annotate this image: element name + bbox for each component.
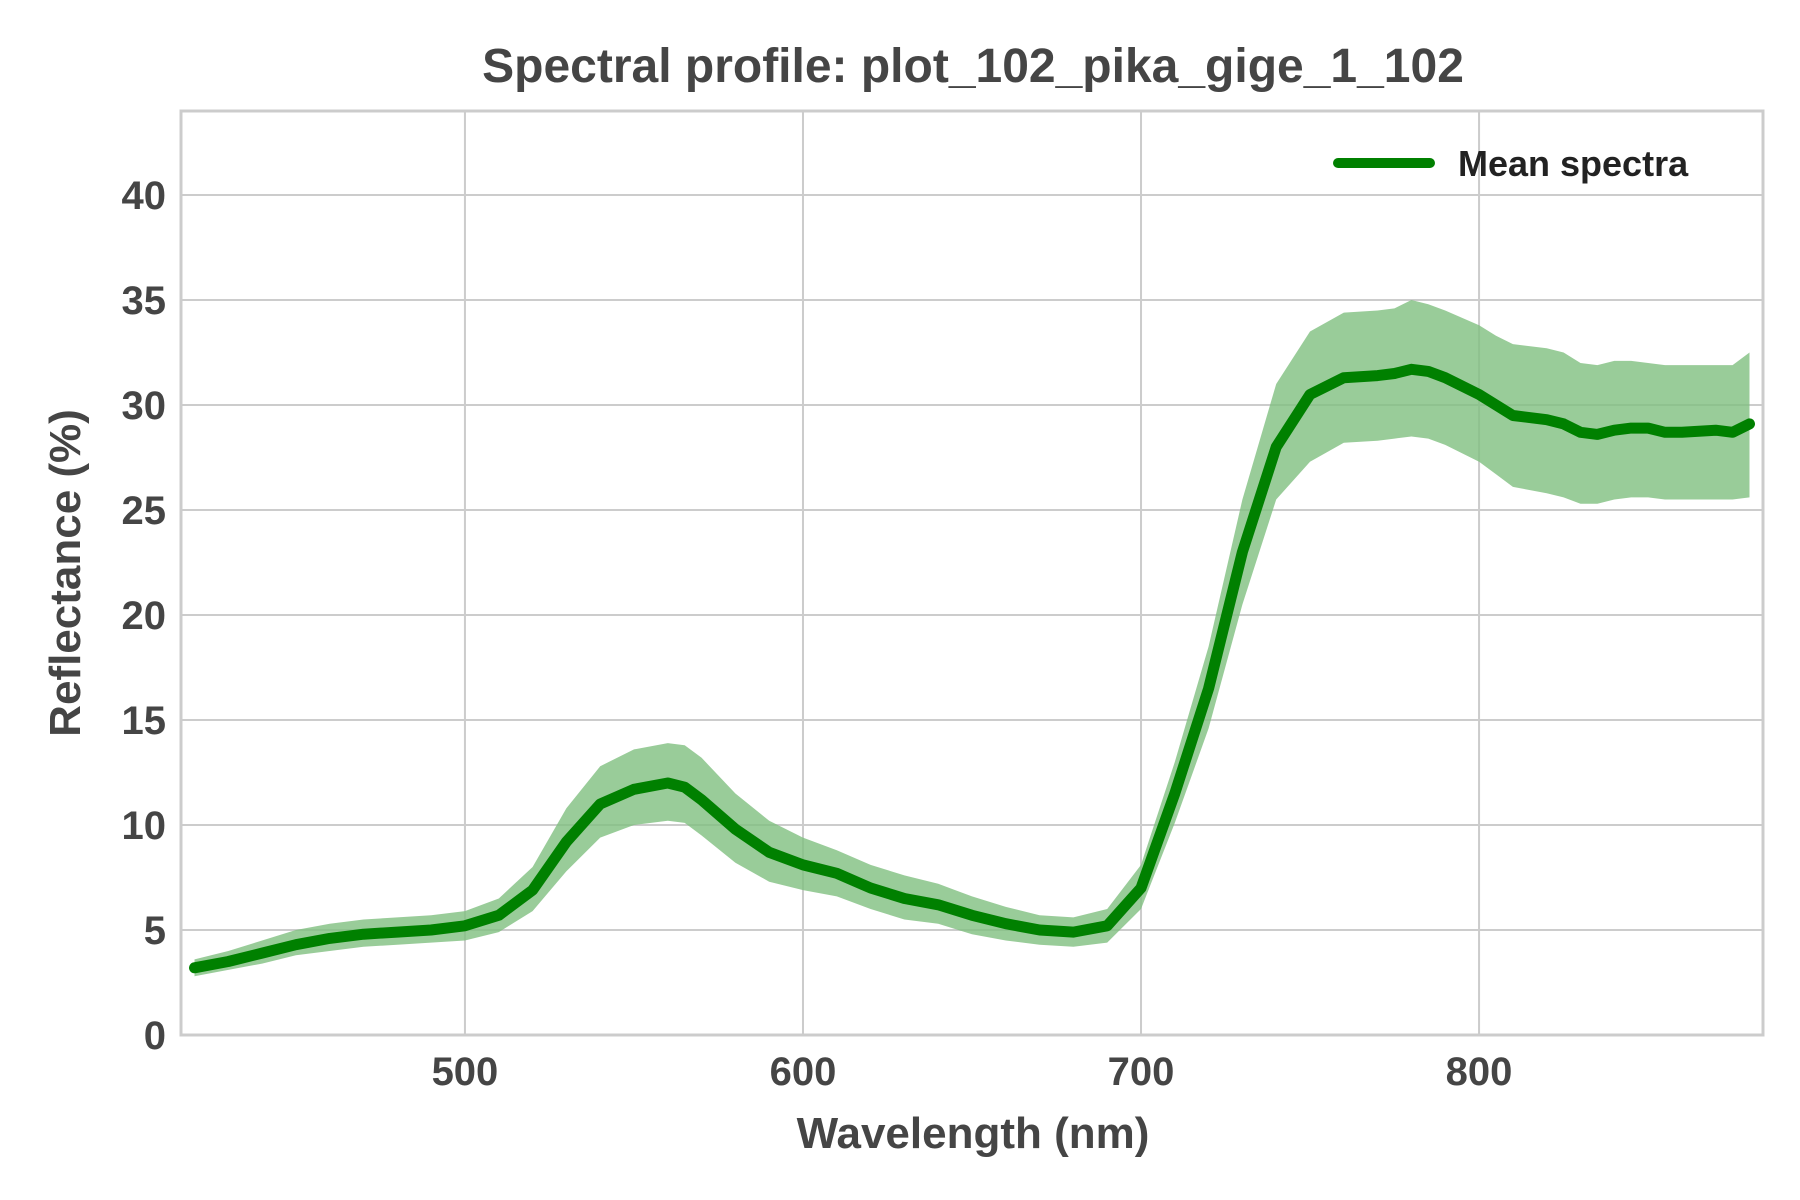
chart-title: Spectral profile: plot_102_pika_gige_1_1… [482, 40, 1464, 93]
y-tick-label: 15 [122, 699, 167, 743]
y-tick-label: 10 [122, 804, 167, 848]
confidence-band-group [194, 300, 1750, 977]
y-tick-label: 0 [144, 1014, 166, 1058]
x-ticks: 500 600 700 800 [432, 1050, 1513, 1094]
x-tick-label: 800 [1446, 1050, 1513, 1094]
x-tick-label: 700 [1108, 1050, 1175, 1094]
std-band [194, 300, 1750, 977]
y-tick-label: 30 [122, 384, 167, 428]
x-tick-label: 600 [770, 1050, 837, 1094]
y-tick-label: 25 [122, 489, 167, 533]
y-ticks: 0 5 10 15 20 25 30 35 40 [122, 174, 167, 1058]
y-tick-label: 20 [122, 594, 167, 638]
x-tick-label: 500 [432, 1050, 499, 1094]
series-line-group [189, 363, 1755, 974]
x-axis-label: Wavelength (nm) [797, 1109, 1150, 1158]
y-tick-label: 35 [122, 279, 167, 323]
y-tick-label: 40 [122, 174, 167, 218]
legend: Mean spectra [1333, 143, 1689, 184]
legend-label-mean-spectra: Mean spectra [1458, 143, 1689, 184]
series-line-mean-spectra [189, 363, 1755, 974]
y-axis-label: Reflectance (%) [41, 409, 90, 737]
y-tick-label: 5 [144, 909, 166, 953]
plot-frame [179, 109, 1765, 1037]
